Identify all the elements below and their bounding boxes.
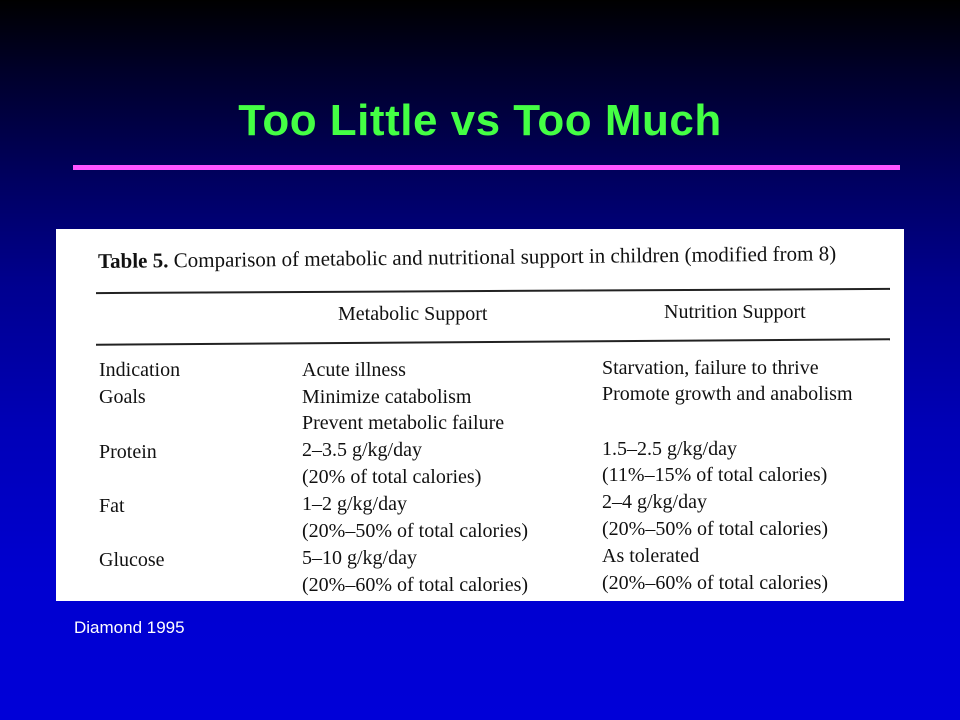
cell-metabolic-protein-1: 2–3.5 g/kg/day (302, 439, 422, 461)
cell-nutrition-glucose-2: (20%–60% of total calories) (602, 572, 829, 594)
cell-nutrition-fat-1: 2–4 g/kg/day (602, 491, 707, 513)
cell-metabolic-goals-2: Prevent metabolic failure (302, 412, 505, 434)
cell-nutrition-indication: Starvation, failure to thrive (602, 357, 819, 379)
cell-nutrition-protein-1: 1.5–2.5 g/kg/day (602, 438, 737, 460)
cell-metabolic-glucose-1: 5–10 g/kg/day (302, 547, 417, 569)
table-caption-label: Table 5. (97, 248, 169, 273)
cell-metabolic-indication: Acute illness (302, 359, 406, 381)
title-divider (73, 165, 900, 170)
table-top-rule (96, 287, 890, 295)
row-label-goals: Goals (99, 386, 146, 408)
cell-metabolic-protein-2: (20% of total calories) (302, 466, 482, 488)
cell-nutrition-fat-2: (20%–50% of total calories) (602, 518, 829, 540)
column-header-nutrition: Nutrition Support (664, 301, 806, 323)
row-label-fat: Fat (99, 495, 125, 517)
slide-title: Too Little vs Too Much (238, 96, 722, 145)
cell-nutrition-goals: Promote growth and anabolism (602, 383, 853, 405)
column-header-metabolic: Metabolic Support (338, 303, 488, 325)
row-label-glucose: Glucose (99, 549, 165, 571)
cell-metabolic-glucose-2: (20%–60% of total calories) (302, 574, 529, 596)
table-header-rule (96, 338, 890, 346)
cell-nutrition-glucose-1: As tolerated (602, 545, 700, 567)
table-caption: Table 5. Comparison of metabolic and nut… (98, 241, 836, 274)
row-label-protein: Protein (99, 441, 157, 463)
cell-metabolic-fat-1: 1–2 g/kg/day (302, 493, 407, 515)
source-citation: Diamond 1995 (74, 618, 185, 637)
scanned-table-image: Table 5. Comparison of metabolic and nut… (56, 229, 904, 601)
cell-metabolic-fat-2: (20%–50% of total calories) (302, 520, 529, 542)
row-label-indication: Indication (99, 359, 181, 381)
cell-metabolic-goals-1: Minimize catabolism (302, 386, 472, 408)
table-caption-text: Comparison of metabolic and nutritional … (173, 241, 837, 273)
cell-nutrition-protein-2: (11%–15% of total calories) (602, 464, 828, 486)
